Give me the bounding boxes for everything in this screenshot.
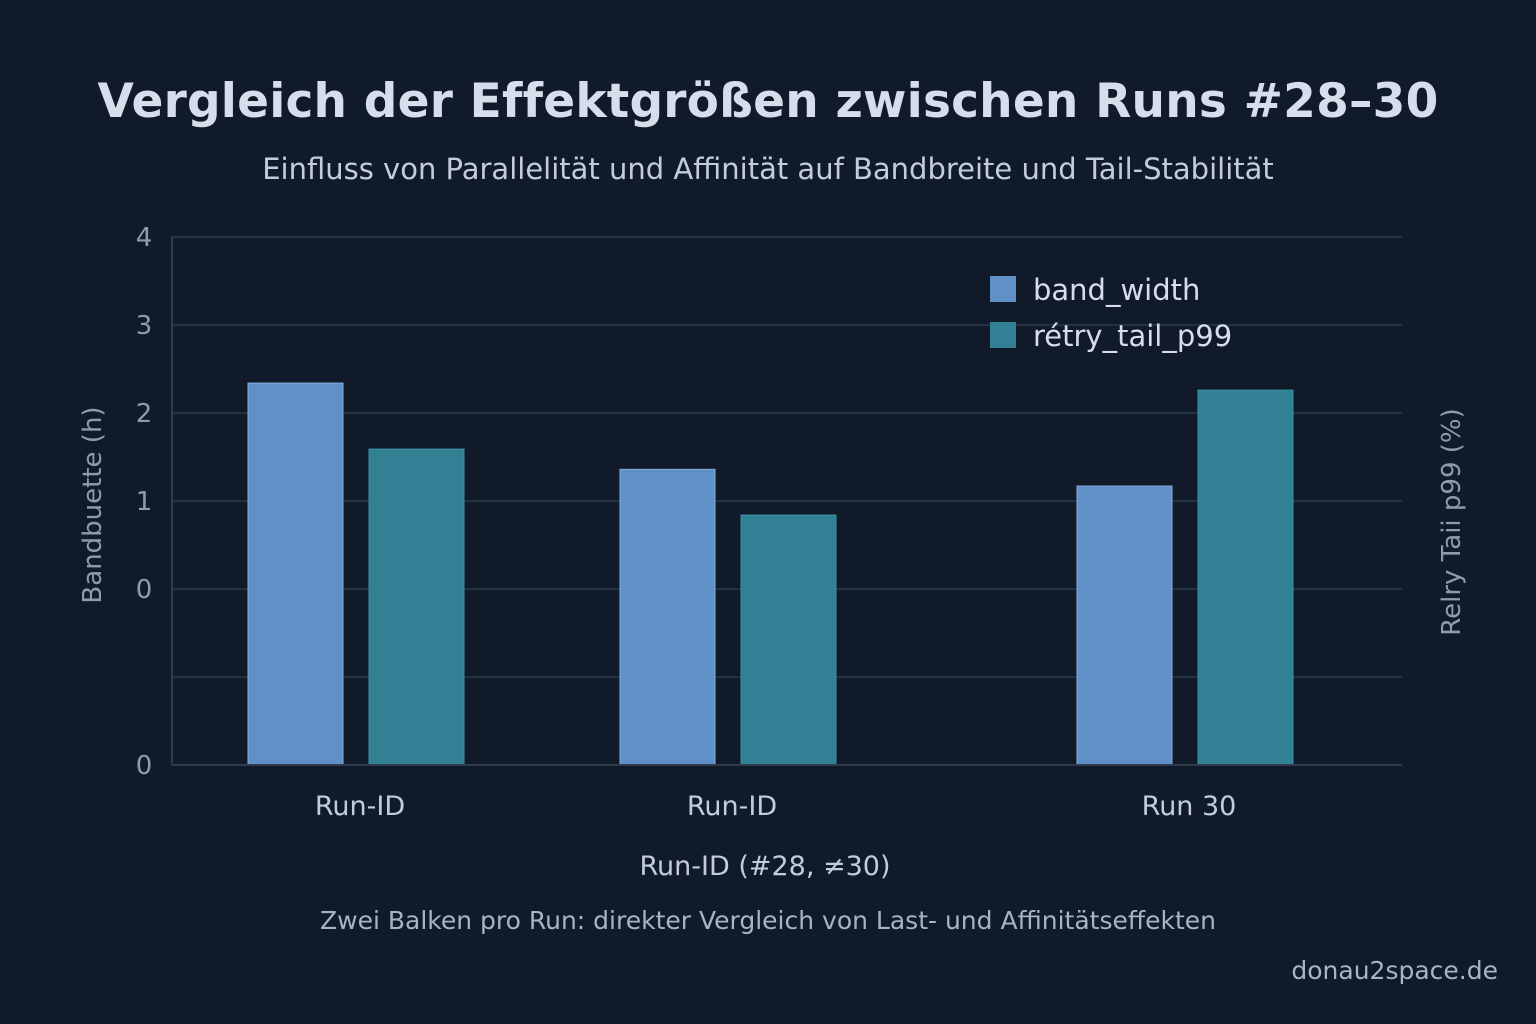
- y-tick-label: 2: [136, 399, 153, 429]
- bar-r-try-tail-p99-2: [1197, 389, 1294, 766]
- legend-label-band-width: band_width: [1033, 273, 1200, 307]
- y-axis-right-label: Relry Taii p99 (%): [1437, 408, 1467, 636]
- bar-r-try-tail-p99-0: [368, 448, 465, 766]
- bars: [247, 382, 1294, 766]
- y-axis-ticks: 4 3 2 1 0 0: [136, 223, 153, 781]
- chart-title: Vergleich der Effektgrößen zwischen Runs…: [97, 74, 1439, 129]
- y-tick-label: 4: [136, 223, 153, 253]
- legend-swatch-band-width: [990, 276, 1016, 302]
- x-tick-label: Run 30: [1142, 791, 1237, 822]
- legend: band_width rétry_tail_p99: [990, 273, 1232, 353]
- chart-subtitle: Einfluss von Parallelität und Affinität …: [262, 152, 1274, 186]
- y-tick-label: 3: [136, 311, 153, 341]
- chart-caption: Zwei Balken pro Run: direkter Vergleich …: [320, 906, 1216, 935]
- bar-band-width-0: [247, 382, 344, 766]
- legend-label-retry-tail: rétry_tail_p99: [1033, 319, 1232, 353]
- y-tick-label: 0: [136, 575, 153, 605]
- legend-swatch-retry-tail: [990, 322, 1016, 348]
- x-axis-label: Run-ID (#28, ≠30): [639, 851, 890, 882]
- bar-band-width-2: [1076, 485, 1173, 766]
- x-tick-label: Run-ID: [687, 791, 777, 822]
- x-axis-ticks: Run-ID Run-ID Run 30: [315, 791, 1237, 822]
- watermark: donau2space.de: [1291, 956, 1498, 985]
- y-tick-label: 1: [136, 487, 153, 517]
- y-axis-label: Bandbuette (h): [78, 406, 108, 603]
- x-tick-label: Run-ID: [315, 791, 405, 822]
- y-tick-label: 0: [136, 751, 153, 781]
- bar-band-width-1: [619, 468, 716, 766]
- bar-r-try-tail-p99-1: [740, 514, 837, 766]
